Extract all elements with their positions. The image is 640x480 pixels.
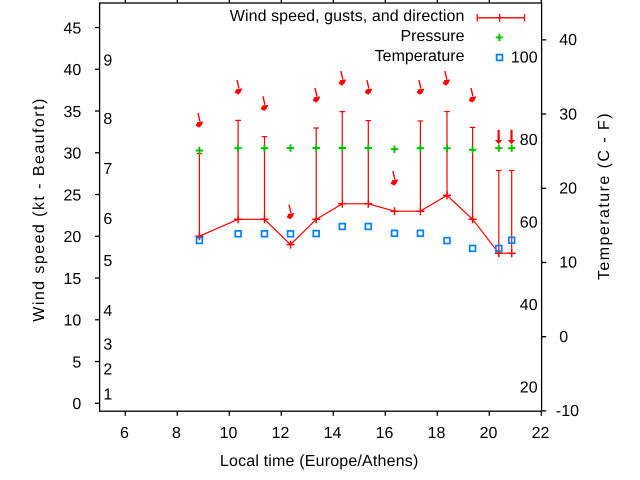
svg-text:Pressure: Pressure [400, 28, 464, 45]
svg-text:8: 8 [172, 425, 181, 442]
svg-text:4: 4 [103, 303, 112, 320]
svg-text:12: 12 [272, 425, 290, 442]
svg-text:Local time (Europe/Athens): Local time (Europe/Athens) [220, 453, 419, 470]
svg-text:15: 15 [64, 271, 82, 288]
svg-text:10: 10 [559, 255, 577, 272]
svg-text:16: 16 [376, 425, 394, 442]
svg-text:35: 35 [64, 104, 82, 121]
svg-text:9: 9 [103, 53, 112, 70]
svg-text:Wind speed, gusts, and directi: Wind speed, gusts, and direction [230, 8, 465, 25]
svg-text:2: 2 [103, 361, 112, 378]
svg-text:Wind speed (kt - Beaufort): Wind speed (kt - Beaufort) [31, 97, 48, 321]
svg-text:Temperature (C - F): Temperature (C - F) [596, 112, 613, 280]
svg-text:3: 3 [103, 336, 112, 353]
svg-text:25: 25 [64, 187, 82, 204]
svg-text:20: 20 [480, 425, 498, 442]
svg-text:60: 60 [520, 214, 538, 231]
svg-text:7: 7 [103, 161, 112, 178]
svg-text:100: 100 [511, 49, 538, 66]
svg-text:18: 18 [428, 425, 446, 442]
svg-text:20: 20 [520, 379, 538, 396]
svg-text:14: 14 [324, 425, 342, 442]
svg-text:30: 30 [64, 146, 82, 163]
svg-text:10: 10 [220, 425, 238, 442]
svg-text:8: 8 [103, 111, 112, 128]
svg-text:6: 6 [120, 425, 129, 442]
svg-text:40: 40 [520, 297, 538, 314]
svg-text:5: 5 [72, 354, 81, 371]
svg-text:-10: -10 [556, 403, 579, 420]
svg-text:1: 1 [103, 387, 112, 404]
svg-text:20: 20 [64, 229, 82, 246]
svg-text:10: 10 [64, 313, 82, 330]
svg-text:0: 0 [72, 396, 81, 413]
svg-text:5: 5 [103, 253, 112, 270]
svg-text:40: 40 [559, 32, 577, 49]
svg-text:Temperature: Temperature [375, 48, 465, 65]
svg-text:45: 45 [64, 20, 82, 37]
svg-text:0: 0 [559, 329, 568, 346]
svg-text:6: 6 [103, 211, 112, 228]
svg-text:80: 80 [520, 132, 538, 149]
svg-text:22: 22 [532, 425, 550, 442]
svg-text:30: 30 [559, 106, 577, 123]
svg-text:40: 40 [64, 62, 82, 79]
svg-text:20: 20 [559, 180, 577, 197]
